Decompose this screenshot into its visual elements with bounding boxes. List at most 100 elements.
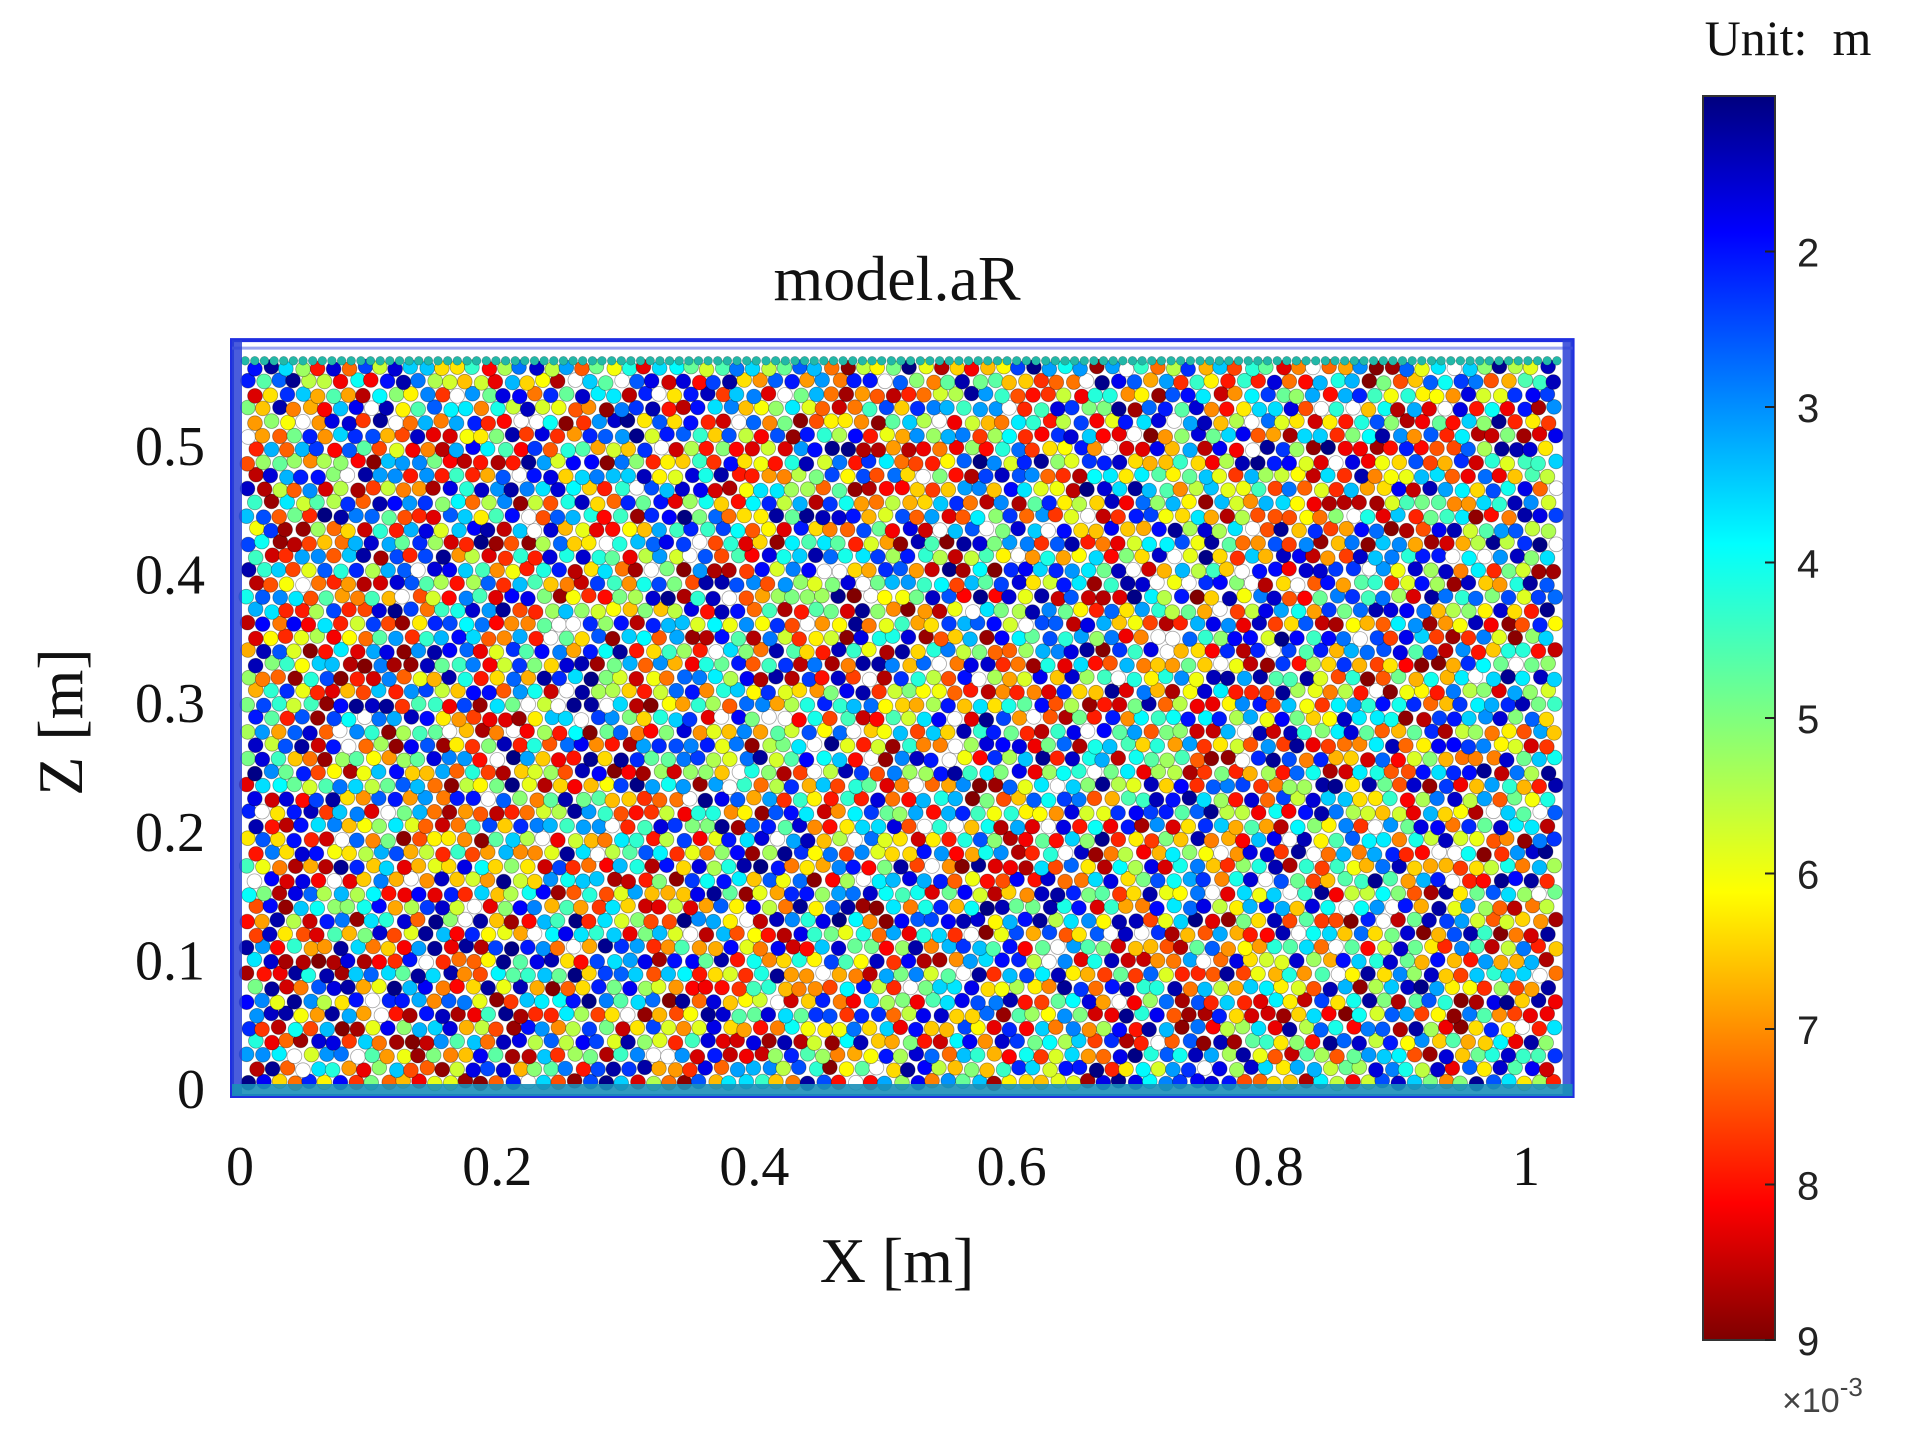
particle xyxy=(1438,778,1455,795)
particle xyxy=(1274,900,1291,917)
particle xyxy=(1081,912,1097,929)
particle xyxy=(1033,535,1050,551)
particle xyxy=(449,899,465,916)
particle xyxy=(1017,911,1033,928)
particle xyxy=(994,388,1010,404)
surface-particle xyxy=(838,356,848,366)
particle xyxy=(1182,736,1198,752)
particle xyxy=(341,629,358,646)
particle xyxy=(861,509,877,525)
particle xyxy=(1143,427,1159,444)
particle xyxy=(1476,415,1492,432)
particle xyxy=(847,831,863,848)
particle xyxy=(1273,819,1289,835)
particle xyxy=(263,522,279,539)
particle xyxy=(465,819,481,835)
particle xyxy=(1274,954,1290,971)
particle xyxy=(434,657,450,674)
particle xyxy=(529,954,545,970)
particle xyxy=(964,415,981,432)
particle xyxy=(908,562,925,579)
particle xyxy=(761,547,778,563)
particle xyxy=(1088,684,1104,701)
particle xyxy=(1467,668,1484,685)
particle xyxy=(350,452,367,469)
particle xyxy=(798,806,815,822)
particle xyxy=(528,414,545,430)
surface-particle xyxy=(934,356,945,366)
particle xyxy=(1267,616,1284,632)
particle xyxy=(512,523,528,539)
particle xyxy=(1406,696,1422,713)
particle xyxy=(401,495,418,511)
particle xyxy=(1110,535,1126,552)
particle xyxy=(1444,979,1461,996)
particle xyxy=(262,897,279,914)
particle xyxy=(1228,980,1244,996)
particle xyxy=(799,941,815,957)
particle xyxy=(495,979,512,995)
particle xyxy=(1475,873,1492,889)
particle xyxy=(705,913,722,930)
particle xyxy=(589,846,606,863)
particle xyxy=(1164,386,1181,403)
particle xyxy=(1104,603,1120,620)
particle xyxy=(427,724,444,740)
particle xyxy=(1158,454,1174,471)
particle xyxy=(901,791,917,808)
surface-particle xyxy=(462,356,472,366)
particle xyxy=(1467,724,1484,740)
particle xyxy=(1134,548,1150,565)
particle xyxy=(542,871,559,887)
particle xyxy=(1539,577,1555,593)
particle xyxy=(784,373,800,390)
particle xyxy=(884,522,901,539)
particle xyxy=(442,428,458,445)
surface-particle xyxy=(375,356,385,366)
surface-particle xyxy=(944,356,954,366)
particle xyxy=(986,535,1003,552)
particle xyxy=(668,712,684,728)
particle xyxy=(606,871,623,888)
particle xyxy=(831,859,847,876)
particle xyxy=(1048,695,1064,712)
particle xyxy=(339,898,356,915)
particle xyxy=(1281,642,1297,659)
particle xyxy=(1212,926,1228,942)
particle xyxy=(614,428,631,445)
particle xyxy=(721,698,738,714)
particle xyxy=(1312,509,1328,526)
particle xyxy=(846,587,862,604)
particle xyxy=(877,561,894,578)
particle xyxy=(1274,711,1290,728)
particle xyxy=(1165,466,1181,483)
particle xyxy=(457,911,474,928)
particle xyxy=(1027,496,1043,512)
particle xyxy=(1431,844,1447,860)
surface-particle xyxy=(1243,356,1253,366)
particle xyxy=(1382,630,1399,646)
particle xyxy=(372,412,389,429)
particle xyxy=(659,482,675,499)
particle xyxy=(946,685,963,701)
particle xyxy=(565,938,582,955)
particle xyxy=(264,792,281,808)
particle xyxy=(280,414,296,431)
particle xyxy=(933,576,950,593)
particle xyxy=(993,926,1010,943)
particle xyxy=(767,372,784,389)
particle xyxy=(350,939,367,955)
particle xyxy=(1150,710,1167,726)
particle xyxy=(1509,576,1525,593)
particle xyxy=(552,535,569,552)
surface-particle xyxy=(356,356,366,366)
particle xyxy=(791,631,807,647)
particle xyxy=(1143,858,1160,875)
particle xyxy=(979,765,995,781)
particle xyxy=(1056,791,1073,807)
particle xyxy=(558,386,575,402)
particle xyxy=(722,617,738,633)
particle xyxy=(1002,616,1019,633)
particle xyxy=(830,803,846,819)
particle xyxy=(916,387,932,403)
